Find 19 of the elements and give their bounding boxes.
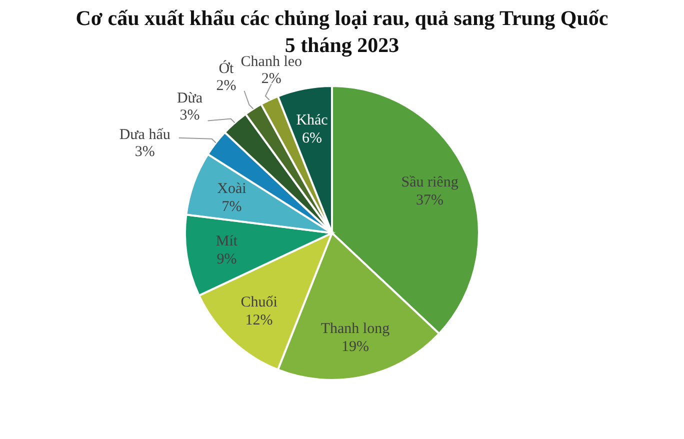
slice-label: Ớt	[218, 60, 235, 77]
data-label: 19%	[342, 339, 369, 356]
slice-label: Dưa hấu	[119, 126, 171, 143]
slice-label: Sầu riêng	[401, 174, 459, 191]
slice-label: Chuối	[240, 294, 278, 311]
slice-label: Xoài	[217, 180, 246, 197]
data-label: 6%	[302, 130, 322, 146]
slice-label: Thanh long	[320, 321, 390, 338]
slice-label: Dừa	[176, 90, 203, 107]
slice-label: Khác	[296, 112, 328, 128]
data-label: 3%	[134, 144, 155, 160]
slice-label: Mít	[216, 234, 238, 250]
data-label: 2%	[261, 70, 282, 87]
data-label: 9%	[216, 252, 237, 268]
data-label: 2%	[216, 78, 236, 94]
data-label: 12%	[245, 312, 273, 329]
data-label: 3%	[180, 108, 200, 124]
data-label: 37%	[416, 192, 444, 209]
data-label: 7%	[222, 198, 242, 215]
